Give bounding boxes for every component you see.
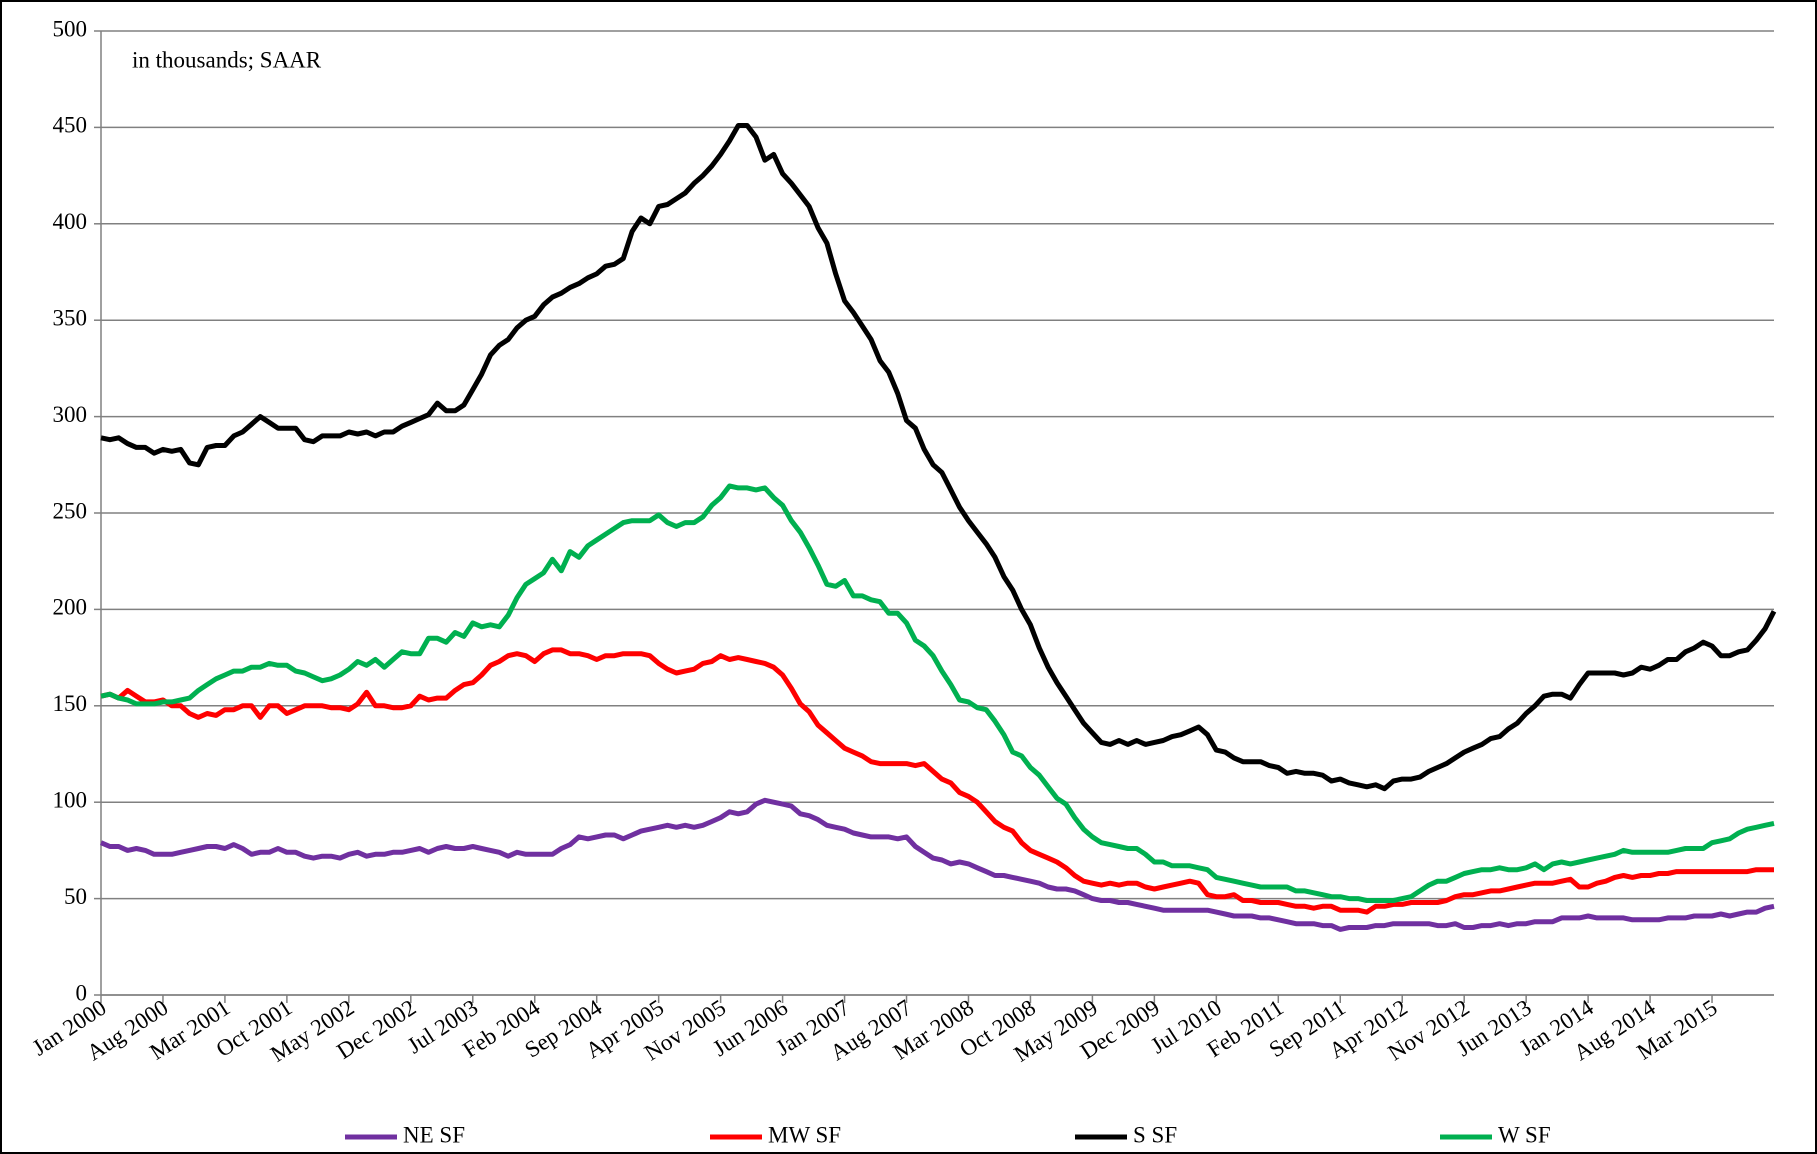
series-line	[100, 797, 1775, 932]
y-tick-label: 50	[64, 884, 87, 909]
series-line	[100, 483, 1775, 903]
series-line	[100, 123, 1777, 792]
y-tick-label: 450	[53, 113, 88, 138]
legend-label: NE SF	[403, 1122, 465, 1147]
annotation: in thousands; SAAR	[132, 47, 322, 72]
y-tick-label: 100	[53, 787, 88, 812]
series-line	[100, 647, 1774, 915]
y-tick-label: 200	[53, 595, 88, 620]
legend-label: W SF	[1498, 1122, 1551, 1147]
legend-label: MW SF	[768, 1122, 841, 1147]
y-tick-label: 350	[53, 305, 88, 330]
y-tick-label: 150	[53, 691, 88, 716]
y-tick-label: 250	[53, 498, 88, 523]
y-tick-label: 0	[76, 980, 88, 1005]
y-tick-label: 300	[53, 402, 88, 427]
y-tick-label: 400	[53, 209, 88, 234]
legend-label: S SF	[1133, 1122, 1177, 1147]
y-tick-label: 500	[53, 16, 88, 41]
